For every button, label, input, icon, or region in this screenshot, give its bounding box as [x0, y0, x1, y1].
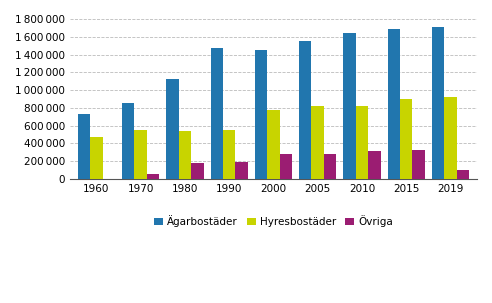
Bar	[343, 33, 356, 179]
Bar	[122, 103, 134, 179]
Bar	[134, 130, 147, 179]
Bar	[311, 106, 324, 179]
Bar	[457, 170, 469, 179]
Bar	[255, 50, 267, 179]
Bar	[279, 155, 292, 179]
Bar	[368, 151, 380, 179]
Bar	[90, 137, 103, 179]
Bar	[147, 174, 159, 179]
Bar	[356, 106, 368, 179]
Bar	[179, 132, 191, 179]
Bar	[211, 48, 223, 179]
Bar	[166, 78, 179, 179]
Bar	[444, 97, 457, 179]
Bar	[299, 41, 311, 179]
Legend: Ägarbostäder, Hyresbostäder, Övriga: Ägarbostäder, Hyresbostäder, Övriga	[150, 211, 397, 231]
Bar	[267, 110, 279, 179]
Bar	[388, 29, 400, 179]
Bar	[400, 99, 412, 179]
Bar	[412, 150, 425, 179]
Bar	[223, 130, 235, 179]
Bar	[191, 163, 204, 179]
Bar	[324, 155, 336, 179]
Bar	[235, 162, 248, 179]
Bar	[432, 27, 444, 179]
Bar	[78, 114, 90, 179]
